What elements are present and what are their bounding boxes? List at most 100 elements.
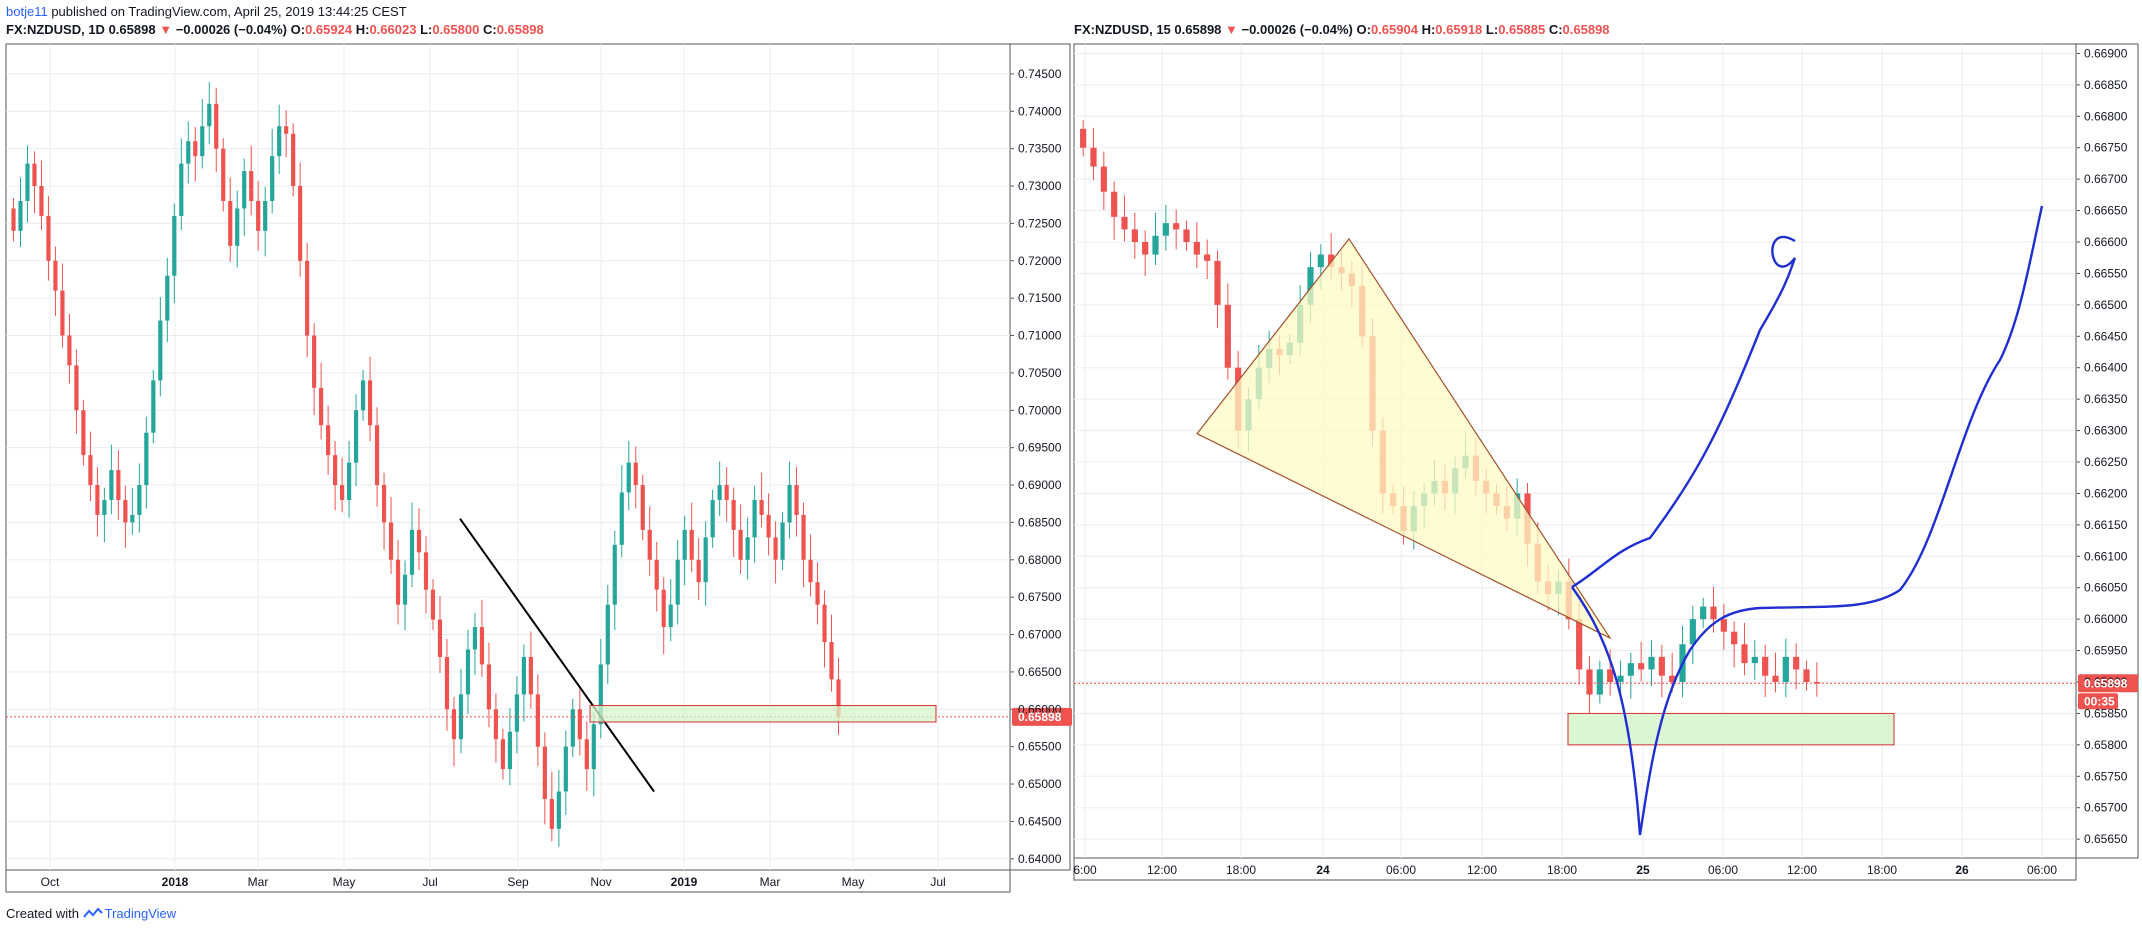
candle bbox=[773, 537, 778, 560]
candle bbox=[1586, 669, 1593, 695]
x-tick-label: Jul bbox=[422, 875, 437, 889]
candle bbox=[829, 642, 834, 680]
candle bbox=[32, 163, 37, 187]
y-tick-label: 0.66000 bbox=[2084, 612, 2128, 626]
candle bbox=[724, 485, 729, 500]
candle bbox=[605, 604, 610, 665]
tradingview-link[interactable]: TradingView bbox=[104, 906, 177, 921]
price-axis bbox=[2075, 43, 2139, 859]
candle bbox=[346, 462, 352, 500]
y-tick-label: 0.66200 bbox=[2084, 486, 2128, 500]
left-change: −0.00026 (−0.04%) bbox=[175, 22, 288, 37]
candle bbox=[1111, 191, 1118, 217]
y-tick-label: 0.65800 bbox=[2084, 738, 2128, 752]
candle bbox=[158, 320, 163, 381]
candle bbox=[67, 335, 72, 366]
y-tick-label: 0.69000 bbox=[1018, 478, 1062, 492]
right-open-key: O: bbox=[1356, 22, 1371, 37]
candle bbox=[207, 103, 212, 127]
candle bbox=[319, 387, 324, 426]
author-link[interactable]: botje11 bbox=[6, 4, 48, 19]
candle bbox=[123, 499, 128, 523]
left-symbol: FX:NZDUSD, 1D bbox=[6, 22, 105, 37]
candle bbox=[815, 582, 820, 605]
projection-curve-3 bbox=[1638, 205, 2044, 836]
y-tick-label: 0.66800 bbox=[2084, 109, 2128, 123]
y-tick-label: 0.64000 bbox=[1018, 852, 1062, 866]
candle bbox=[1121, 216, 1128, 230]
y-tick-label: 0.66000 bbox=[1018, 702, 1062, 716]
candle bbox=[1762, 656, 1769, 676]
left-open-key: O: bbox=[290, 22, 306, 37]
candle bbox=[367, 380, 373, 426]
candle bbox=[402, 574, 408, 605]
candle bbox=[703, 537, 708, 583]
candle bbox=[186, 141, 191, 164]
y-tick-label: 0.65750 bbox=[2084, 769, 2128, 783]
left-last: 0.65898 bbox=[108, 22, 156, 37]
y-tick-label: 0.65650 bbox=[2084, 832, 2128, 846]
candle bbox=[18, 200, 23, 231]
candle bbox=[801, 514, 806, 560]
candle bbox=[60, 290, 65, 336]
candle bbox=[326, 425, 331, 456]
y-tick-label: 0.66900 bbox=[2084, 46, 2128, 60]
candle bbox=[360, 380, 366, 411]
time-axis bbox=[5, 869, 1011, 893]
left-high-key: H: bbox=[355, 22, 370, 37]
last-price-label: 0.65898 bbox=[1018, 710, 1062, 724]
candle bbox=[444, 656, 450, 710]
candle bbox=[486, 664, 492, 710]
y-tick-label: 0.66400 bbox=[2084, 361, 2128, 375]
left-symbol-line: FX:NZDUSD, 1D 0.65898 ▼ −0.00026 (−0.04%… bbox=[6, 22, 544, 37]
right-low: 0.65885 bbox=[1498, 22, 1546, 37]
candle bbox=[200, 126, 205, 157]
x-tick-label: 24 bbox=[1316, 863, 1330, 877]
candle bbox=[577, 709, 582, 740]
candle bbox=[787, 485, 792, 523]
candle bbox=[179, 163, 184, 216]
x-tick-label: 12:00 bbox=[1787, 863, 1817, 877]
y-tick-label: 0.70500 bbox=[1018, 366, 1062, 380]
candle bbox=[437, 619, 443, 657]
candle bbox=[542, 746, 547, 799]
candle bbox=[451, 709, 457, 740]
candle bbox=[766, 514, 771, 538]
y-tick-label: 0.66500 bbox=[1018, 665, 1062, 679]
candle bbox=[39, 186, 44, 216]
left-low-key: L: bbox=[420, 22, 433, 37]
candle bbox=[249, 171, 254, 201]
left-close-key: C: bbox=[482, 22, 497, 37]
candle bbox=[1793, 656, 1800, 670]
right-high-key: H: bbox=[1421, 22, 1436, 37]
y-tick-label: 0.67000 bbox=[1018, 628, 1062, 642]
y-tick-label: 0.66350 bbox=[2084, 392, 2128, 406]
candle bbox=[263, 200, 268, 231]
candle bbox=[731, 499, 736, 530]
y-tick-label: 0.66300 bbox=[2084, 424, 2128, 438]
y-tick-label: 0.70000 bbox=[1018, 403, 1062, 417]
candle bbox=[759, 499, 764, 515]
candle bbox=[1627, 663, 1634, 676]
candle bbox=[1162, 223, 1169, 236]
candle bbox=[46, 215, 51, 261]
candle bbox=[661, 589, 666, 628]
candle bbox=[151, 380, 156, 433]
candle bbox=[11, 208, 16, 231]
y-tick-label: 0.66050 bbox=[2084, 581, 2128, 595]
x-tick-label: 2019 bbox=[671, 875, 698, 889]
candle bbox=[1152, 235, 1159, 255]
candle bbox=[528, 656, 533, 695]
candle bbox=[682, 529, 687, 560]
candle bbox=[374, 425, 380, 486]
candle bbox=[493, 709, 499, 740]
y-tick-label: 0.65950 bbox=[2084, 644, 2128, 658]
candle bbox=[381, 485, 387, 523]
right-open: 0.65904 bbox=[1370, 22, 1418, 37]
candle bbox=[1173, 223, 1180, 230]
y-tick-label: 0.66700 bbox=[2084, 172, 2128, 186]
left-open: 0.65924 bbox=[305, 22, 353, 37]
y-tick-label: 0.66850 bbox=[2084, 78, 2128, 92]
y-tick-label: 0.74000 bbox=[1018, 104, 1062, 118]
